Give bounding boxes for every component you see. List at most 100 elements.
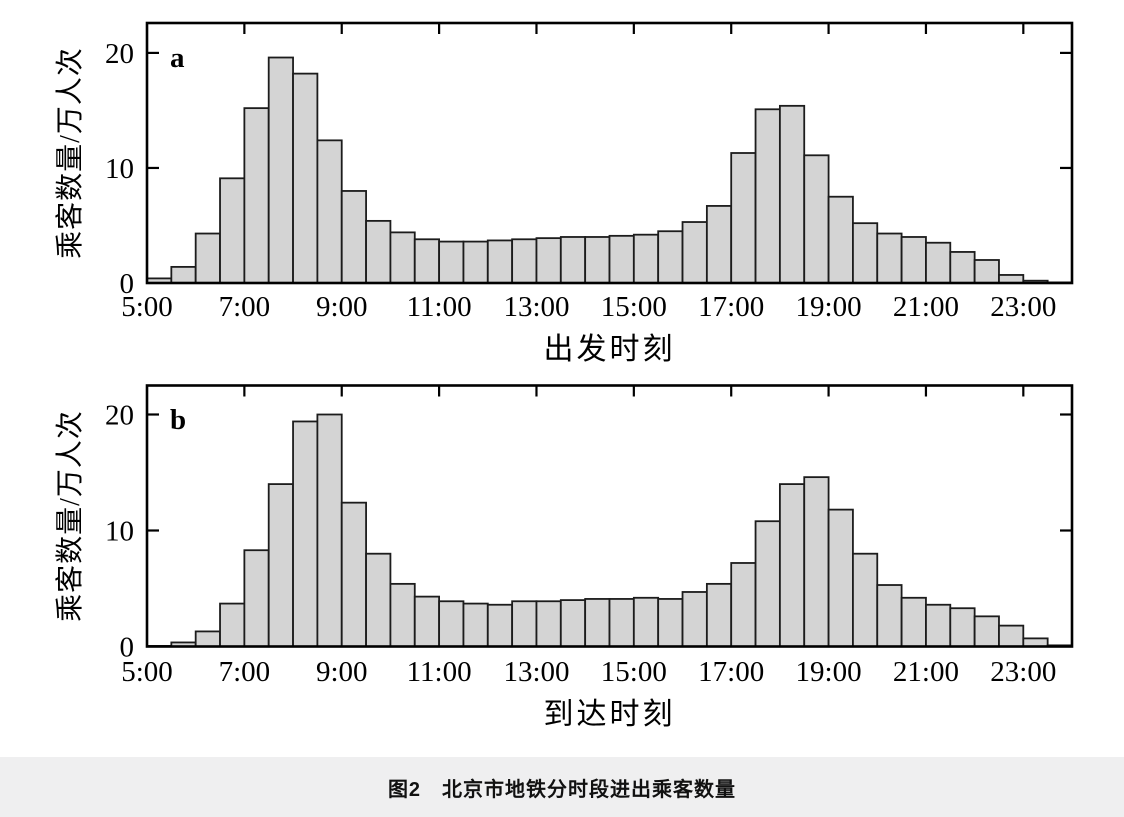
x-tick-label: 5:00 bbox=[121, 291, 173, 323]
y-axis-label-b: 乘客数量/万人次 bbox=[55, 410, 86, 622]
bar-14:00 bbox=[584, 598, 611, 648]
bar-11:00 bbox=[438, 600, 465, 648]
bar-12:00 bbox=[486, 239, 514, 284]
bar-17:30 bbox=[754, 520, 781, 648]
y-tick-label: 20 bbox=[105, 38, 134, 70]
x-axis-title-arrival: 到达时刻 bbox=[543, 698, 676, 731]
x-tick-label: 11:00 bbox=[407, 656, 472, 688]
bar-15:00 bbox=[632, 233, 660, 284]
histogram-plots-svg: 0 10 20 5:00 7:00 9:00 11:00 13:00 15:00 17:00 19:… bbox=[105, 21, 1074, 688]
panel-a: 0 10 20 5:00 7:00 9:00 11:00 13:00 15:00 17:00 19:… bbox=[105, 21, 1074, 323]
bar-6:00 bbox=[194, 232, 221, 284]
x-tick-label: 23:00 bbox=[990, 656, 1056, 688]
panel-letter-b: b bbox=[170, 404, 186, 436]
x-tick-label: 17:00 bbox=[698, 656, 764, 688]
bar-21:30 bbox=[949, 251, 976, 284]
y-tick-label: 20 bbox=[105, 400, 134, 432]
bar-13:00 bbox=[535, 600, 562, 648]
bar-12:30 bbox=[511, 600, 538, 648]
x-tick-label: 19:00 bbox=[796, 291, 862, 323]
x-tick-label: 13:00 bbox=[503, 656, 569, 688]
bar-6:30 bbox=[219, 177, 246, 284]
bar-13:30 bbox=[559, 236, 587, 284]
bar-17:30 bbox=[754, 108, 781, 284]
bar-7:30 bbox=[267, 483, 294, 648]
bar-20:00 bbox=[876, 232, 903, 284]
x-tick-label: 15:00 bbox=[601, 291, 667, 323]
bar-7:30 bbox=[267, 56, 294, 284]
panel-b: 0 10 20 5:00 7:00 9:00 11:00 13:00 15:00 17:00 19:… bbox=[105, 384, 1074, 688]
x-tick-label: 11:00 bbox=[407, 291, 472, 323]
x-tick-label: 9:00 bbox=[316, 291, 368, 323]
bar-10:30 bbox=[413, 238, 441, 284]
axes-box-a bbox=[145, 21, 1074, 285]
bar-15:30 bbox=[657, 598, 684, 648]
x-tick-label: 13:00 bbox=[503, 291, 569, 323]
bar-14:30 bbox=[608, 598, 635, 648]
bar-22:00 bbox=[973, 259, 1000, 284]
bar-8:00 bbox=[292, 72, 319, 284]
bar-19:30 bbox=[852, 552, 879, 648]
bar-16:00 bbox=[681, 221, 708, 284]
bar-14:30 bbox=[608, 234, 635, 284]
y-tick-label: 10 bbox=[105, 516, 134, 548]
bar-13:30 bbox=[559, 599, 587, 648]
x-tick-label: 5:00 bbox=[121, 656, 173, 688]
bars-b bbox=[146, 413, 1073, 648]
bar-12:00 bbox=[486, 603, 514, 648]
x-tick-label: 21:00 bbox=[893, 291, 959, 323]
bar-18:30 bbox=[803, 476, 830, 648]
bar-15:00 bbox=[632, 596, 660, 648]
bar-11:00 bbox=[438, 240, 465, 284]
bar-11:30 bbox=[462, 240, 489, 284]
y-axis-label-a: 乘客数量/万人次 bbox=[55, 47, 86, 259]
bar-17:00 bbox=[730, 152, 757, 284]
bar-20:30 bbox=[900, 596, 927, 648]
bar-13:00 bbox=[535, 237, 562, 284]
x-axis-title-departure: 出发时刻 bbox=[543, 333, 676, 366]
bar-10:00 bbox=[389, 231, 416, 284]
bar-21:00 bbox=[925, 603, 952, 648]
x-tick-label: 15:00 bbox=[601, 656, 667, 688]
panel-letter-a: a bbox=[170, 42, 185, 74]
x-tick-label: 21:00 bbox=[893, 656, 959, 688]
bar-5:30 bbox=[170, 265, 197, 284]
bar-18:30 bbox=[803, 154, 830, 284]
x-tick-label: 9:00 bbox=[316, 656, 368, 688]
x-tick-label: 19:00 bbox=[796, 656, 862, 688]
bar-22:30 bbox=[998, 624, 1025, 648]
bar-22:00 bbox=[973, 615, 1000, 648]
y-tick-label: 0 bbox=[120, 268, 135, 300]
x-tick-label: 7:00 bbox=[219, 291, 271, 323]
bar-9:30 bbox=[365, 552, 392, 648]
bar-10:00 bbox=[389, 582, 416, 648]
bar-6:30 bbox=[219, 602, 246, 648]
bar-16:00 bbox=[681, 591, 708, 648]
bar-8:30 bbox=[316, 139, 343, 284]
bar-14:00 bbox=[584, 236, 611, 284]
y-tick-label: 0 bbox=[120, 632, 135, 664]
bar-9:30 bbox=[365, 219, 392, 284]
bar-8:00 bbox=[292, 420, 319, 648]
bar-11:30 bbox=[462, 602, 489, 648]
bar-20:30 bbox=[900, 236, 927, 284]
bar-18:00 bbox=[778, 483, 806, 648]
bar-17:00 bbox=[730, 562, 757, 648]
x-tick-label: 7:00 bbox=[219, 656, 271, 688]
bar-20:00 bbox=[876, 584, 903, 648]
bar-9:00 bbox=[340, 501, 367, 648]
bar-10:30 bbox=[413, 595, 441, 648]
bar-19:00 bbox=[827, 195, 854, 284]
bar-7:00 bbox=[243, 107, 270, 284]
y-tick-label: 10 bbox=[105, 153, 134, 185]
bar-6:00 bbox=[194, 630, 221, 648]
x-tick-label: 23:00 bbox=[990, 291, 1056, 323]
bar-18:00 bbox=[778, 104, 806, 284]
bar-19:30 bbox=[852, 222, 879, 284]
bar-21:30 bbox=[949, 607, 976, 648]
axes-box-b bbox=[145, 384, 1074, 648]
bar-12:30 bbox=[511, 238, 538, 284]
bar-7:00 bbox=[243, 549, 270, 648]
bar-15:30 bbox=[657, 230, 684, 284]
figure-caption: 图2 北京市地铁分时段进出乘客数量 bbox=[387, 778, 737, 801]
